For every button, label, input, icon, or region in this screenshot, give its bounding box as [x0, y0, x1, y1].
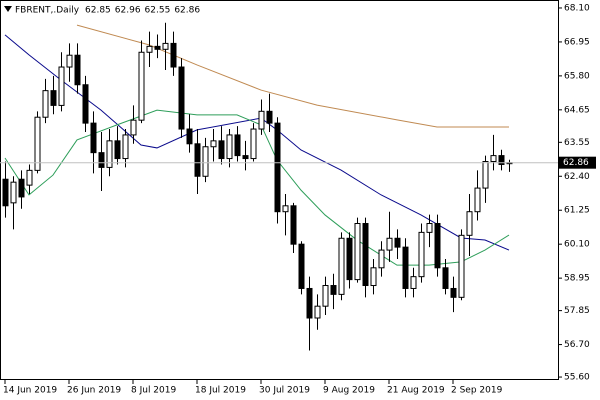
x-tick-label: 30 Jul 2019 — [259, 386, 310, 396]
candle-body — [42, 90, 49, 118]
y-tick-label: 57.85 — [564, 306, 590, 316]
candle-body — [282, 205, 289, 213]
y-tick-label: 55.60 — [564, 373, 590, 383]
candle-body — [154, 45, 161, 50]
x-tick-label: 18 Jul 2019 — [195, 386, 246, 396]
candle-body — [26, 169, 33, 186]
x-tick-label: 8 Jul 2019 — [131, 386, 176, 396]
candle-body — [90, 122, 97, 154]
candle-body — [322, 285, 329, 307]
candle-body — [202, 146, 209, 177]
candle-body — [290, 205, 297, 245]
candle-body — [330, 285, 337, 295]
candle-body — [114, 140, 121, 160]
x-tick-label: 9 Aug 2019 — [323, 386, 375, 396]
candle-body — [482, 161, 489, 189]
candle-body — [66, 54, 73, 68]
candle-body — [274, 122, 281, 213]
candle-body — [58, 66, 65, 106]
candle-body — [354, 223, 361, 281]
candle-body — [402, 246, 409, 289]
candle-body — [242, 155, 249, 160]
candle-body — [162, 42, 169, 50]
candle-body — [258, 110, 265, 130]
candle-body — [210, 140, 217, 148]
price-label: 62.86 — [563, 158, 589, 168]
candle-body — [170, 42, 177, 68]
candle-body — [138, 51, 145, 121]
x-tick-label: 26 Jun 2019 — [67, 386, 121, 396]
header-value: 62.85 — [85, 6, 111, 16]
candle-body — [82, 84, 89, 124]
candle-body — [266, 110, 273, 124]
x-tick-label: 21 Aug 2019 — [387, 386, 445, 396]
candle-body — [146, 45, 153, 53]
candle-body — [186, 128, 193, 145]
price-box — [559, 156, 596, 169]
candle-body — [298, 243, 305, 289]
candle-body — [226, 134, 233, 160]
chart-title: FBRENT,.Daily — [15, 6, 80, 16]
y-tick-label: 61.25 — [564, 206, 590, 216]
candle-body — [98, 152, 105, 168]
y-tick-label: 64.65 — [564, 105, 590, 115]
candle-body — [34, 116, 41, 171]
y-tick-label: 56.70 — [564, 340, 590, 350]
candle-body — [2, 178, 9, 207]
candle-body — [490, 155, 497, 163]
candle-body — [234, 134, 241, 157]
candle-body — [362, 223, 369, 287]
candle-body — [122, 134, 129, 160]
candle-body — [370, 267, 377, 287]
y-tick-label: 65.80 — [564, 71, 590, 81]
candle-body — [314, 305, 321, 319]
candle-body — [50, 90, 57, 106]
y-tick-label: 58.95 — [564, 274, 590, 284]
candle-body — [442, 267, 449, 289]
candle-body — [434, 223, 441, 269]
moving-average — [4, 109, 510, 266]
candle-body — [458, 234, 465, 298]
candle-body — [194, 143, 201, 177]
candle-body — [346, 237, 353, 281]
candle-body — [306, 287, 313, 319]
header-value: 62.86 — [174, 6, 200, 16]
candle-body — [410, 276, 417, 289]
y-tick-label: 68.10 — [564, 3, 590, 13]
candle-body — [378, 249, 385, 269]
candle-body — [74, 54, 81, 86]
candle-body — [250, 128, 257, 160]
menu-arrow — [4, 6, 12, 12]
candle-body — [394, 237, 401, 248]
candle-body — [498, 155, 505, 165]
y-tick-label: 62.40 — [564, 172, 590, 182]
y-tick-label: 66.95 — [564, 37, 590, 47]
candle-body — [450, 287, 457, 298]
candle-body — [218, 140, 225, 160]
x-tick-label: 14 Jun 2019 — [3, 386, 57, 396]
candle-body — [338, 237, 345, 295]
header-value: 62.55 — [145, 6, 171, 16]
candle-body — [474, 187, 481, 213]
candle-body — [426, 223, 433, 233]
x-tick-label: 2 Sep 2019 — [451, 386, 503, 396]
candle-body — [10, 181, 17, 204]
candle-body — [130, 119, 137, 136]
y-tick-label: 60.10 — [564, 240, 590, 250]
candle-body — [178, 66, 185, 130]
candle-body — [418, 231, 425, 278]
candle-body — [18, 178, 25, 198]
candle-body — [386, 237, 393, 251]
y-tick-label: 63.55 — [564, 138, 590, 148]
candle-body — [106, 140, 113, 168]
header-value: 62.96 — [115, 6, 141, 16]
candle-body — [466, 211, 473, 236]
